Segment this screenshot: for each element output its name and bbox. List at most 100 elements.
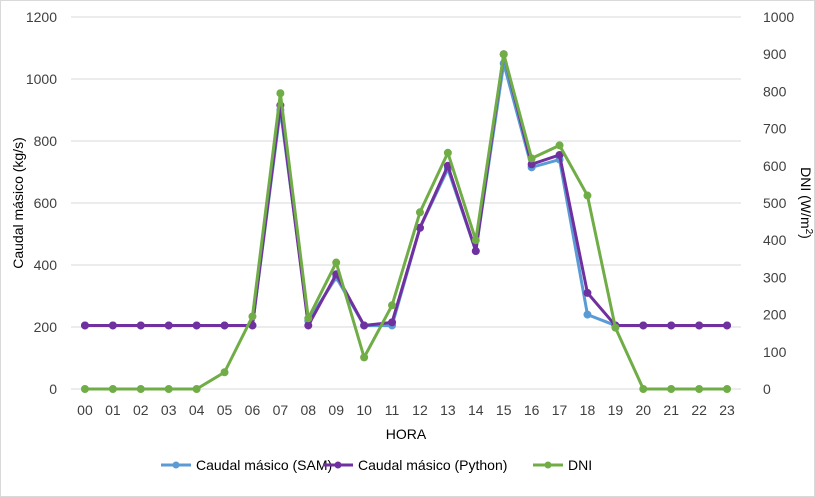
y-tick-label: 400 bbox=[34, 257, 58, 273]
y2-tick-label: 300 bbox=[763, 269, 787, 285]
y2-tick-label: 400 bbox=[763, 232, 787, 248]
legend-item: DNI bbox=[533, 457, 592, 473]
data-point bbox=[388, 318, 397, 327]
y-tick-label: 1200 bbox=[26, 9, 57, 25]
legend-item: Caudal másico (Python) bbox=[323, 457, 507, 473]
data-point bbox=[276, 89, 285, 98]
data-point bbox=[388, 301, 397, 310]
data-point bbox=[723, 385, 732, 393]
legend-marker bbox=[172, 461, 180, 469]
data-point bbox=[80, 321, 89, 330]
data-point bbox=[248, 312, 257, 321]
x-tick-label: 13 bbox=[440, 402, 456, 418]
data-point bbox=[220, 321, 229, 330]
y-tick-label: 0 bbox=[49, 381, 57, 397]
x-tick-label: 10 bbox=[356, 402, 372, 418]
series-line bbox=[84, 52, 728, 327]
data-point bbox=[583, 191, 592, 200]
x-tick-label: 18 bbox=[580, 402, 596, 418]
x-tick-label: 23 bbox=[719, 402, 735, 418]
data-point bbox=[360, 353, 369, 362]
data-point bbox=[164, 321, 173, 330]
data-point bbox=[192, 321, 201, 330]
data-point bbox=[667, 385, 676, 393]
legend-label: Caudal másico (SAM) bbox=[196, 457, 332, 473]
x-axis-ticks: 00 01 02 03 04 05 06 07 08 09 10 11 12 13 14 15 16 17 18 19… bbox=[77, 402, 735, 418]
data-point bbox=[471, 247, 480, 256]
data-point bbox=[695, 321, 704, 330]
data-point bbox=[583, 310, 592, 319]
data-point bbox=[332, 258, 341, 267]
x-tick-label: 01 bbox=[105, 402, 121, 418]
x-tick-label: 06 bbox=[245, 402, 261, 418]
x-tick-label: 09 bbox=[328, 402, 344, 418]
x-tick-label: 00 bbox=[77, 402, 93, 418]
y2-tick-label: 800 bbox=[763, 83, 787, 99]
series-1 bbox=[80, 50, 732, 330]
y2-axis-title-end: ) bbox=[798, 234, 814, 239]
y-tick-label: 800 bbox=[34, 133, 58, 149]
data-point bbox=[583, 288, 592, 297]
data-point bbox=[639, 321, 648, 330]
data-point bbox=[415, 208, 424, 217]
y-tick-label: 600 bbox=[34, 195, 58, 211]
data-point bbox=[304, 321, 313, 330]
legend-label: Caudal másico (Python) bbox=[358, 457, 507, 473]
y2-axis-title: DNI (W/m2) bbox=[798, 167, 814, 239]
data-point bbox=[220, 368, 229, 377]
x-tick-label: 21 bbox=[663, 402, 679, 418]
y2-tick-label: 900 bbox=[763, 46, 787, 62]
x-tick-label: 07 bbox=[273, 402, 289, 418]
y-axis-ticks: 0 200 400 600 800 1000 1200 bbox=[26, 9, 57, 397]
legend-marker bbox=[544, 461, 552, 469]
y2-tick-label: 600 bbox=[763, 158, 787, 174]
series-2 bbox=[80, 50, 732, 393]
y2-axis-ticks: 0 100 200 300 400 500 600 700 800 900 1000 bbox=[763, 9, 794, 397]
data-point bbox=[108, 385, 117, 393]
data-point bbox=[192, 385, 201, 393]
x-tick-label: 17 bbox=[552, 402, 568, 418]
y-axis-title: Caudal másico (kg/s) bbox=[10, 137, 26, 269]
series-line bbox=[84, 52, 728, 391]
data-point bbox=[611, 323, 620, 332]
data-point bbox=[108, 321, 117, 330]
x-tick-label: 15 bbox=[496, 402, 512, 418]
x-tick-label: 03 bbox=[161, 402, 177, 418]
y2-axis-title-sup: 2 bbox=[804, 229, 815, 235]
legend: Caudal másico (SAM) Caudal másico (Python… bbox=[161, 457, 592, 473]
legend-marker bbox=[334, 461, 342, 469]
x-tick-label: 19 bbox=[608, 402, 624, 418]
data-point bbox=[667, 321, 676, 330]
x-tick-label: 22 bbox=[691, 402, 707, 418]
x-tick-label: 02 bbox=[133, 402, 149, 418]
series-layer bbox=[80, 50, 732, 393]
data-point bbox=[555, 141, 564, 150]
y2-tick-label: 0 bbox=[763, 381, 771, 397]
y2-tick-label: 500 bbox=[763, 195, 787, 211]
y2-tick-label: 100 bbox=[763, 344, 787, 360]
x-tick-label: 12 bbox=[412, 402, 428, 418]
y-tick-label: 1000 bbox=[26, 71, 57, 87]
x-tick-label: 05 bbox=[217, 402, 233, 418]
legend-label: DNI bbox=[568, 457, 592, 473]
data-point bbox=[304, 314, 313, 323]
y-tick-label: 200 bbox=[34, 319, 58, 335]
data-point bbox=[499, 50, 508, 59]
data-point bbox=[443, 148, 452, 157]
x-tick-label: 20 bbox=[636, 402, 652, 418]
y2-axis-title-main: DNI (W/m bbox=[798, 167, 814, 228]
legend-item: Caudal másico (SAM) bbox=[161, 457, 332, 473]
x-tick-label: 11 bbox=[385, 402, 400, 418]
data-point bbox=[471, 236, 480, 245]
data-point bbox=[164, 385, 173, 393]
y2-tick-label: 700 bbox=[763, 121, 787, 137]
series-0 bbox=[80, 59, 732, 330]
data-point bbox=[723, 321, 732, 330]
data-point bbox=[695, 385, 704, 393]
x-tick-label: 14 bbox=[468, 402, 484, 418]
data-point bbox=[360, 321, 369, 330]
x-axis-title: HORA bbox=[386, 426, 427, 442]
grid-lines bbox=[71, 16, 741, 328]
